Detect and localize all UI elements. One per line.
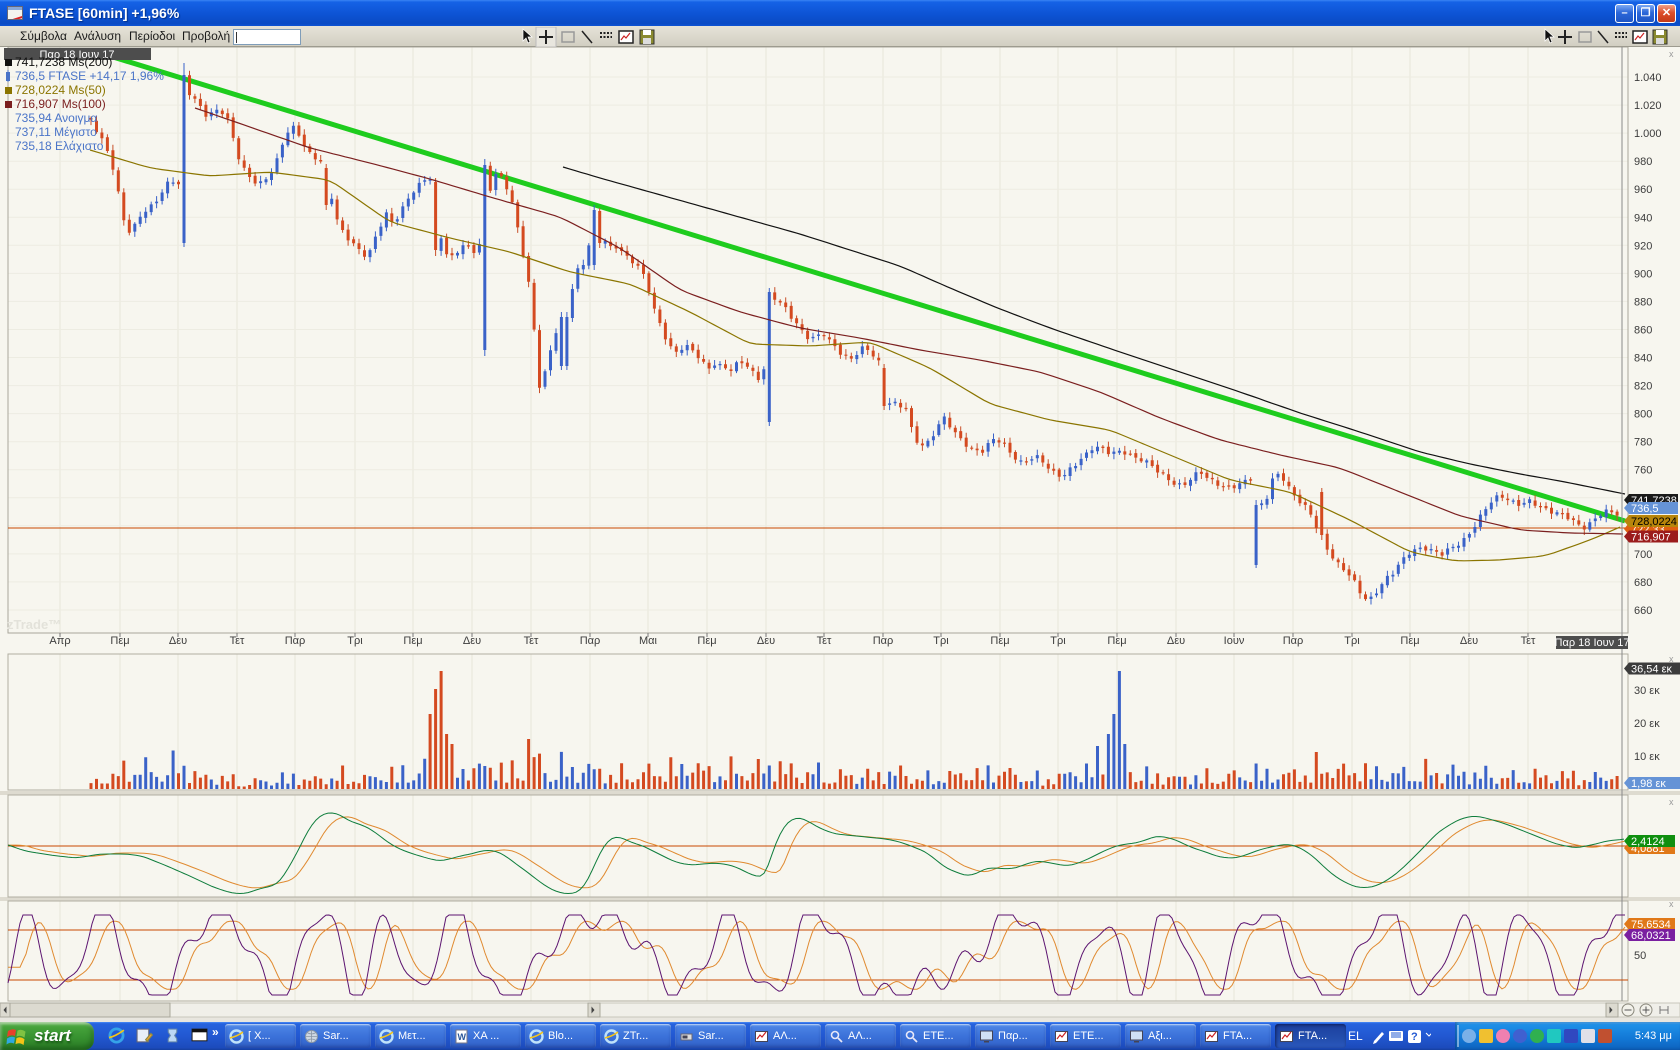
svg-text:Δευ: Δευ bbox=[463, 635, 481, 647]
svg-text:920: 920 bbox=[1634, 240, 1652, 252]
svg-text:20 εκ: 20 εκ bbox=[1634, 718, 1660, 730]
svg-text:1.020: 1.020 bbox=[1634, 100, 1662, 112]
svg-text:735,18 Ελάχιστο: 735,18 Ελάχιστο bbox=[15, 139, 104, 153]
svg-text:zTrade™: zTrade™ bbox=[7, 617, 61, 632]
svg-text:W: W bbox=[458, 1032, 467, 1042]
svg-text:980: 980 bbox=[1634, 156, 1652, 168]
svg-text:36,54 εκ: 36,54 εκ bbox=[1631, 664, 1672, 676]
svg-text:?: ? bbox=[1411, 1031, 1418, 1043]
svg-text:68,0321: 68,0321 bbox=[1631, 930, 1671, 942]
svg-text:Πεμ: Πεμ bbox=[697, 635, 716, 647]
svg-text:737,11 Μέγιστο: 737,11 Μέγιστο bbox=[15, 125, 97, 139]
svg-text:860: 860 bbox=[1634, 325, 1652, 337]
svg-text:x: x bbox=[1669, 654, 1674, 664]
svg-text:1,98 εκ: 1,98 εκ bbox=[1631, 778, 1666, 790]
svg-text:10 εκ: 10 εκ bbox=[1634, 751, 1660, 763]
svg-text:780: 780 bbox=[1634, 437, 1652, 449]
svg-text:Παρ 18 Ιουν 17: Παρ 18 Ιουν 17 bbox=[40, 49, 115, 61]
svg-text:Τετ: Τετ bbox=[524, 635, 539, 647]
svg-text:Παρ: Παρ bbox=[580, 635, 601, 647]
svg-text:Πεμ: Πεμ bbox=[1107, 635, 1126, 647]
svg-text:Τρι: Τρι bbox=[1344, 635, 1360, 647]
svg-text:1.040: 1.040 bbox=[1634, 72, 1662, 84]
svg-text:820: 820 bbox=[1634, 381, 1652, 393]
svg-text:900: 900 bbox=[1634, 268, 1652, 280]
svg-text:Παρ: Παρ bbox=[1283, 635, 1304, 647]
svg-text:x: x bbox=[1669, 797, 1674, 807]
svg-text:Δευ: Δευ bbox=[1460, 635, 1478, 647]
svg-text:760: 760 bbox=[1634, 465, 1652, 477]
svg-text:660: 660 bbox=[1634, 605, 1652, 617]
svg-text:716,907 Ms(100): 716,907 Ms(100) bbox=[15, 97, 106, 111]
svg-text:840: 840 bbox=[1634, 353, 1652, 365]
svg-text:1.000: 1.000 bbox=[1634, 128, 1662, 140]
svg-text:Παρ: Παρ bbox=[873, 635, 894, 647]
svg-text:Απρ: Απρ bbox=[49, 635, 70, 647]
svg-text:2,4124: 2,4124 bbox=[1631, 836, 1665, 848]
svg-text:Τετ: Τετ bbox=[1521, 635, 1536, 647]
svg-text:880: 880 bbox=[1634, 296, 1652, 308]
svg-text:x: x bbox=[1669, 49, 1674, 59]
svg-text:736,5 FTASE +14,17 1,96%: 736,5 FTASE +14,17 1,96% bbox=[15, 69, 164, 83]
svg-text:Δευ: Δευ bbox=[1167, 635, 1185, 647]
svg-text:940: 940 bbox=[1634, 212, 1652, 224]
svg-text:Παρ 18 Ιουν 17: Παρ 18 Ιουν 17 bbox=[1555, 637, 1630, 649]
svg-text:Τρι: Τρι bbox=[933, 635, 949, 647]
svg-text:Τρι: Τρι bbox=[1050, 635, 1066, 647]
svg-text:800: 800 bbox=[1634, 409, 1652, 421]
svg-text:Τρι: Τρι bbox=[347, 635, 363, 647]
svg-text:716,907: 716,907 bbox=[1631, 532, 1671, 544]
svg-text:Πεμ: Πεμ bbox=[1400, 635, 1419, 647]
svg-text:728,0224: 728,0224 bbox=[1631, 516, 1677, 528]
svg-text:Παρ: Παρ bbox=[285, 635, 306, 647]
svg-text:75,6534: 75,6534 bbox=[1631, 919, 1671, 931]
svg-text:700: 700 bbox=[1634, 549, 1652, 561]
svg-text:741,7238 Ms(200): 741,7238 Ms(200) bbox=[15, 55, 112, 69]
svg-text:Ιουν: Ιουν bbox=[1224, 635, 1245, 647]
svg-text:960: 960 bbox=[1634, 184, 1652, 196]
svg-text:728,0224 Ms(50): 728,0224 Ms(50) bbox=[15, 83, 106, 97]
svg-text:735,94 Ανοιγμα: 735,94 Ανοιγμα bbox=[15, 111, 97, 125]
svg-text:Πεμ: Πεμ bbox=[403, 635, 422, 647]
svg-text:Δευ: Δευ bbox=[169, 635, 187, 647]
svg-text:Δευ: Δευ bbox=[757, 635, 775, 647]
svg-text:x: x bbox=[1669, 899, 1674, 909]
svg-text:Πεμ: Πεμ bbox=[110, 635, 129, 647]
svg-text:30 εκ: 30 εκ bbox=[1634, 685, 1660, 697]
svg-text:736,5: 736,5 bbox=[1631, 503, 1659, 515]
svg-text:Μαι: Μαι bbox=[639, 635, 658, 647]
svg-text:680: 680 bbox=[1634, 577, 1652, 589]
svg-text:Τετ: Τετ bbox=[817, 635, 832, 647]
svg-text:Τετ: Τετ bbox=[230, 635, 245, 647]
svg-text:Πεμ: Πεμ bbox=[990, 635, 1009, 647]
svg-text:50: 50 bbox=[1634, 950, 1646, 962]
